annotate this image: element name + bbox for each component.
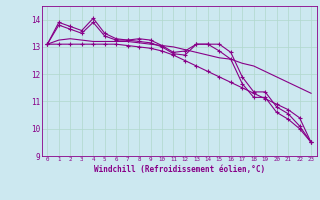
X-axis label: Windchill (Refroidissement éolien,°C): Windchill (Refroidissement éolien,°C) xyxy=(94,165,265,174)
